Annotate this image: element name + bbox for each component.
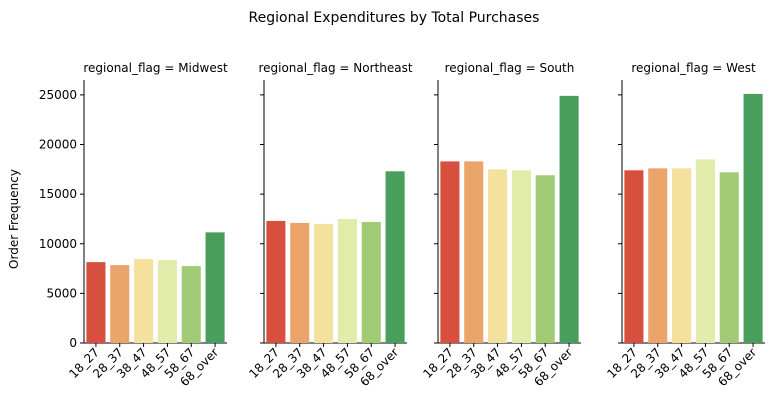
bar-48_57 bbox=[157, 260, 177, 343]
bar-28_37 bbox=[464, 161, 484, 343]
bar-18_27 bbox=[624, 170, 644, 343]
bar-38_47 bbox=[672, 168, 692, 343]
y-axis-label: Order Frequency bbox=[7, 169, 21, 269]
bar-48_57 bbox=[337, 218, 357, 343]
y-tick-label: 10000 bbox=[39, 237, 77, 251]
facet-title: regional_flag = Midwest bbox=[83, 61, 228, 75]
bar-48_57 bbox=[511, 170, 531, 343]
chart-title: Regional Expenditures by Total Purchases bbox=[249, 10, 540, 26]
facet-panel: regional_flag = Northeast18_2728_3738_47… bbox=[246, 61, 413, 389]
bar-38_47 bbox=[314, 223, 334, 343]
bar-28_37 bbox=[110, 265, 130, 343]
bar-68_over bbox=[743, 93, 763, 343]
bar-28_37 bbox=[290, 222, 310, 343]
facet-panel: regional_flag = South18_2728_3738_4748_5… bbox=[420, 61, 581, 389]
bar-38_47 bbox=[134, 259, 154, 343]
bar-68_over bbox=[205, 232, 225, 343]
facet-title: regional_flag = South bbox=[445, 61, 575, 75]
y-tick-label: 20000 bbox=[39, 138, 77, 152]
facets-group: regional_flag = Midwest 0 5000 10000 15000 20… bbox=[39, 61, 765, 389]
bar-18_27 bbox=[440, 161, 460, 343]
y-tick-label: 0 bbox=[69, 336, 77, 350]
bar-58_67 bbox=[535, 175, 555, 343]
bar-58_67 bbox=[361, 221, 381, 343]
facet-title: regional_flag = West bbox=[631, 61, 756, 75]
facet-panel: regional_flag = Midwest 0 5000 10000 15000 20… bbox=[39, 61, 228, 389]
bar-68_over bbox=[559, 95, 579, 343]
y-tick-label: 15000 bbox=[39, 187, 77, 201]
facet-title: regional_flag = Northeast bbox=[258, 61, 412, 75]
y-tick-label: 25000 bbox=[39, 88, 77, 102]
facet-panel: regional_flag = West18_2728_3738_4748_57… bbox=[604, 61, 765, 389]
bar-48_57 bbox=[695, 159, 715, 343]
bar-38_47 bbox=[488, 169, 508, 343]
bar-18_27 bbox=[266, 220, 286, 343]
y-tick-label: 5000 bbox=[46, 286, 77, 300]
bar-68_over bbox=[385, 171, 405, 343]
bar-28_37 bbox=[648, 168, 668, 343]
bar-18_27 bbox=[86, 262, 106, 343]
bar-58_67 bbox=[719, 172, 739, 343]
bar-58_67 bbox=[181, 266, 201, 343]
